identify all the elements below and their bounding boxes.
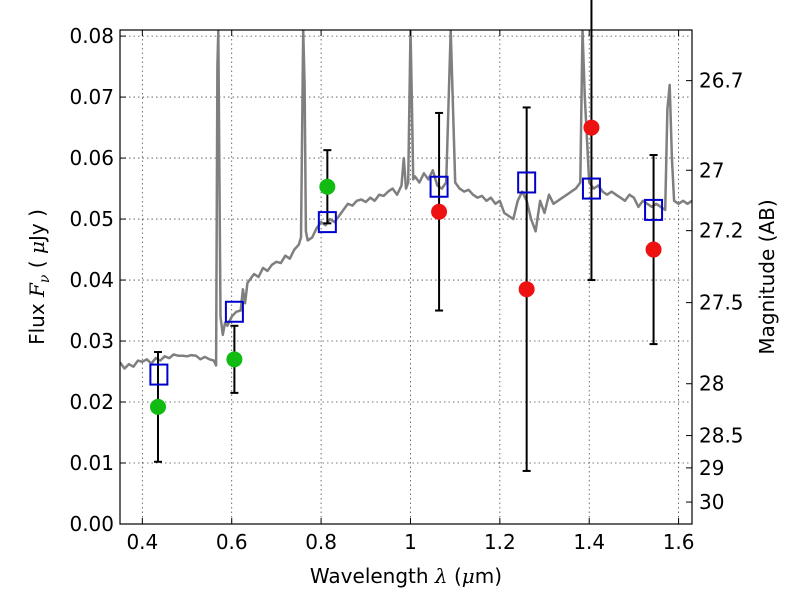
model-square-marker <box>581 177 601 200</box>
x-tick-label: 1.2 <box>484 530 516 554</box>
y-tick-label: 0.03 <box>69 329 114 353</box>
model-square-marker <box>429 175 449 198</box>
y-tick-label: 0.04 <box>69 268 114 292</box>
y-tick-label: 0.06 <box>69 146 114 170</box>
plot-clip <box>120 30 692 370</box>
x-axis-label: Wavelength λ (μm) <box>310 564 502 588</box>
y-tick-label: 0.01 <box>69 451 114 475</box>
data-point-marker <box>319 178 336 195</box>
spectrum-line <box>120 30 692 370</box>
model-square-marker <box>149 363 169 386</box>
model-square-marker <box>224 300 244 323</box>
x-tick-label: 0.8 <box>305 530 337 554</box>
y-tick-label: 0.05 <box>69 207 114 231</box>
x-tick-label: 1.4 <box>573 530 605 554</box>
y2-tick-label: 27 <box>699 158 724 182</box>
model-square-marker <box>517 171 537 194</box>
y-tick-label: 0.00 <box>69 512 114 536</box>
x-tick-label: 1 <box>404 530 417 554</box>
y2-tick-label: 30 <box>699 490 724 514</box>
data-point-marker <box>431 203 448 220</box>
y-tick-label: 0.08 <box>69 24 114 48</box>
data-point-marker <box>583 119 600 136</box>
data-point-marker <box>149 398 166 415</box>
y-tick-label: 0.07 <box>69 85 114 109</box>
x-tick-label: 1.6 <box>663 530 695 554</box>
markers <box>149 119 664 415</box>
x-tick-label: 0.4 <box>126 530 158 554</box>
model-square-marker <box>317 211 337 234</box>
y-tick-label: 0.02 <box>69 390 114 414</box>
spectrum-layer <box>120 30 692 370</box>
y2-tick-label: 27.5 <box>699 291 744 315</box>
x-tick-label: 0.6 <box>216 530 248 554</box>
data-point-marker <box>226 351 243 368</box>
y2-tick-label: 26.7 <box>699 69 744 93</box>
y2-tick-label: 29 <box>699 456 724 480</box>
data-point-marker <box>645 241 662 258</box>
y2-tick-label: 28.5 <box>699 424 744 448</box>
ticks <box>120 30 692 525</box>
y-axis-label: Flux Fν ( μJy ) <box>25 209 53 345</box>
plot-area <box>120 30 692 524</box>
plot-frame <box>119 29 693 525</box>
y2-tick-label: 28 <box>699 372 724 396</box>
tick-labels: 0.4 0.6 0.8 1 1.2 1.4 1.6 0.00 0.01 0.02 0.03 0.04 0… <box>69 24 743 554</box>
data-point-marker <box>518 281 535 298</box>
y2-tick-label: 27.2 <box>699 219 744 243</box>
model-square-marker <box>644 198 664 221</box>
y2-axis-label: Magnitude (AB) <box>755 199 779 354</box>
